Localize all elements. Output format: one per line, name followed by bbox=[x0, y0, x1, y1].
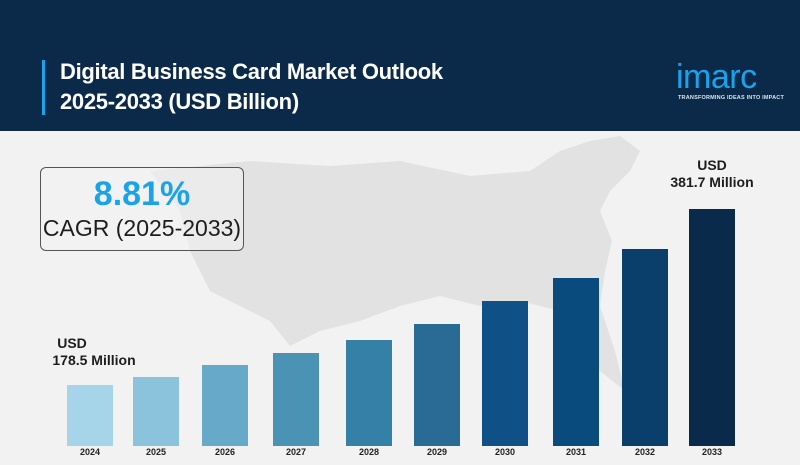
usa-map-background-icon bbox=[150, 136, 640, 391]
chart-title: Digital Business Card Market Outlook 202… bbox=[60, 57, 443, 117]
start-annotation-line2: 178.5 Million bbox=[52, 352, 136, 368]
bar-2031 bbox=[553, 278, 599, 446]
end-value-annotation: USD 381.7 Million bbox=[662, 157, 762, 191]
title-line-1: Digital Business Card Market Outlook bbox=[60, 59, 443, 84]
bar-2027 bbox=[273, 353, 319, 446]
x-tick-label: 2032 bbox=[634, 447, 656, 457]
x-tick-label: 2025 bbox=[145, 447, 167, 457]
cagr-callout: 8.81% CAGR (2025-2033) bbox=[40, 167, 244, 251]
bar-2024 bbox=[67, 385, 113, 446]
logo-wordmark: imarc bbox=[676, 58, 757, 96]
bar-2029 bbox=[414, 324, 460, 446]
bar-2033 bbox=[689, 209, 735, 446]
end-annotation-line2: 381.7 Million bbox=[670, 174, 754, 190]
x-tick-label: 2033 bbox=[701, 447, 723, 457]
x-tick-label: 2031 bbox=[565, 447, 587, 457]
cagr-label: CAGR (2025-2033) bbox=[42, 215, 242, 241]
logo-tagline: TRANSFORMING IDEAS INTO IMPACT bbox=[678, 95, 785, 101]
bar-2028 bbox=[346, 340, 392, 446]
x-tick-label: 2024 bbox=[79, 447, 101, 457]
imarc-logo: imarc TRANSFORMING IDEAS INTO IMPACT bbox=[672, 58, 792, 108]
x-tick-label: 2026 bbox=[214, 447, 236, 457]
title-accent-bar bbox=[42, 60, 45, 115]
bar-2030 bbox=[482, 301, 528, 446]
chart-area: 8.81% CAGR (2025-2033) USD 178.5 Million… bbox=[0, 131, 800, 465]
x-tick-label: 2029 bbox=[426, 447, 448, 457]
title-line-2: 2025-2033 (USD Billion) bbox=[60, 89, 299, 114]
x-tick-label: 2027 bbox=[285, 447, 307, 457]
start-annotation-line1: USD bbox=[57, 335, 87, 351]
end-annotation-line1: USD bbox=[697, 157, 727, 173]
bar-2026 bbox=[202, 365, 248, 446]
x-tick-label: 2028 bbox=[358, 447, 380, 457]
start-value-annotation: USD 178.5 Million bbox=[44, 335, 144, 369]
bar-2032 bbox=[622, 249, 668, 446]
header-banner: Digital Business Card Market Outlook 202… bbox=[0, 0, 800, 131]
bar-2025 bbox=[133, 377, 179, 446]
x-tick-label: 2030 bbox=[494, 447, 516, 457]
cagr-value: 8.81% bbox=[93, 175, 191, 213]
